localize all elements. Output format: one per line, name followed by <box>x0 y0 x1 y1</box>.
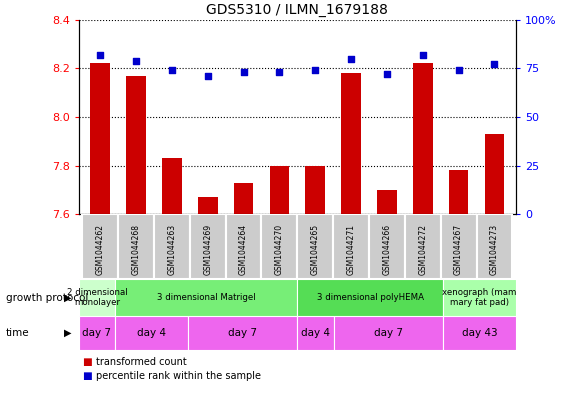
Bar <box>82 214 118 279</box>
Bar <box>79 279 115 316</box>
Text: 3 dimensional Matrigel: 3 dimensional Matrigel <box>157 293 255 302</box>
Text: percentile rank within the sample: percentile rank within the sample <box>96 371 261 381</box>
Text: day 43: day 43 <box>462 328 497 338</box>
Bar <box>443 279 516 316</box>
Point <box>203 73 212 79</box>
Text: GSM1044270: GSM1044270 <box>275 224 284 275</box>
Point <box>167 67 177 73</box>
Bar <box>198 197 217 214</box>
Bar <box>269 165 289 214</box>
Bar <box>115 316 188 350</box>
Bar <box>262 214 297 279</box>
Bar <box>234 183 254 214</box>
Text: GSM1044262: GSM1044262 <box>96 224 105 275</box>
Bar <box>441 214 476 279</box>
Bar <box>118 214 154 279</box>
Text: GSM1044272: GSM1044272 <box>418 224 427 275</box>
Text: ▶: ▶ <box>65 328 72 338</box>
Title: GDS5310 / ILMN_1679188: GDS5310 / ILMN_1679188 <box>206 3 388 17</box>
Point <box>382 71 392 77</box>
Bar <box>449 171 469 214</box>
Bar <box>413 63 433 214</box>
Point <box>96 51 105 58</box>
Text: day 7: day 7 <box>82 328 111 338</box>
Text: 2 dimensional
monolayer: 2 dimensional monolayer <box>66 288 127 307</box>
Point <box>346 55 356 62</box>
Bar <box>333 214 369 279</box>
Bar <box>190 214 226 279</box>
Point <box>311 67 320 73</box>
Text: growth protocol: growth protocol <box>6 293 88 303</box>
Bar <box>341 73 361 214</box>
Bar <box>405 214 441 279</box>
Bar <box>333 316 443 350</box>
Bar <box>484 134 504 214</box>
Text: ▶: ▶ <box>65 293 72 303</box>
Text: GSM1044271: GSM1044271 <box>346 224 356 275</box>
Point <box>418 51 427 58</box>
Text: GSM1044263: GSM1044263 <box>167 224 177 275</box>
Text: xenograph (mam
mary fat pad): xenograph (mam mary fat pad) <box>442 288 517 307</box>
Bar <box>162 158 182 214</box>
Point <box>131 57 141 64</box>
Bar <box>297 214 333 279</box>
Point <box>239 69 248 75</box>
Bar <box>476 214 512 279</box>
Text: GSM1044264: GSM1044264 <box>239 224 248 275</box>
Text: ■: ■ <box>82 371 92 381</box>
Bar <box>79 316 115 350</box>
Text: GSM1044273: GSM1044273 <box>490 224 499 275</box>
Text: GSM1044265: GSM1044265 <box>311 224 319 275</box>
Bar <box>377 190 397 214</box>
Bar <box>297 279 443 316</box>
Bar <box>305 165 325 214</box>
Text: ■: ■ <box>82 357 92 367</box>
Text: day 4: day 4 <box>301 328 330 338</box>
Text: GSM1044268: GSM1044268 <box>132 224 141 275</box>
Text: 3 dimensional polyHEMA: 3 dimensional polyHEMA <box>317 293 424 302</box>
Bar <box>443 316 516 350</box>
Point <box>490 61 499 68</box>
Text: day 7: day 7 <box>228 328 257 338</box>
Text: GSM1044269: GSM1044269 <box>203 224 212 275</box>
Bar <box>154 214 190 279</box>
Bar <box>126 75 146 214</box>
Text: day 7: day 7 <box>374 328 403 338</box>
Text: transformed count: transformed count <box>96 357 187 367</box>
Text: day 4: day 4 <box>137 328 166 338</box>
Text: time: time <box>6 328 30 338</box>
Text: GSM1044267: GSM1044267 <box>454 224 463 275</box>
Bar <box>115 279 297 316</box>
Bar <box>226 214 262 279</box>
Text: GSM1044266: GSM1044266 <box>382 224 391 275</box>
Bar <box>188 316 297 350</box>
Bar <box>297 316 333 350</box>
Point <box>454 67 463 73</box>
Bar <box>90 63 110 214</box>
Bar <box>369 214 405 279</box>
Point <box>275 69 284 75</box>
